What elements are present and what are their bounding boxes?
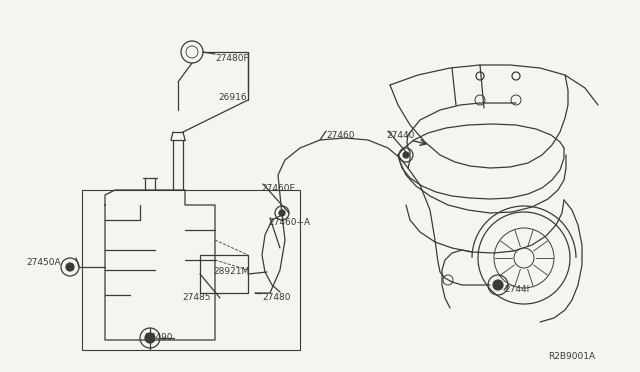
Text: 28921M: 28921M <box>213 267 249 276</box>
Circle shape <box>279 210 285 216</box>
Bar <box>82 190 300 350</box>
Text: 27440: 27440 <box>386 131 414 140</box>
Text: 26916: 26916 <box>218 93 246 102</box>
Text: 27460: 27460 <box>326 131 355 140</box>
Bar <box>200 255 248 293</box>
Text: 27490: 27490 <box>144 333 173 342</box>
Text: 2744l: 2744l <box>504 285 529 294</box>
Circle shape <box>66 263 74 271</box>
Text: 27450A: 27450A <box>26 258 61 267</box>
Circle shape <box>403 152 409 158</box>
Text: 27480: 27480 <box>262 293 291 302</box>
Text: 27480F: 27480F <box>215 54 248 63</box>
Circle shape <box>493 280 503 290</box>
Text: R2B9001A: R2B9001A <box>548 352 595 361</box>
Text: 27485: 27485 <box>182 293 211 302</box>
Text: 27460+A: 27460+A <box>268 218 310 227</box>
Circle shape <box>145 333 155 343</box>
Text: 27460E: 27460E <box>261 184 295 193</box>
